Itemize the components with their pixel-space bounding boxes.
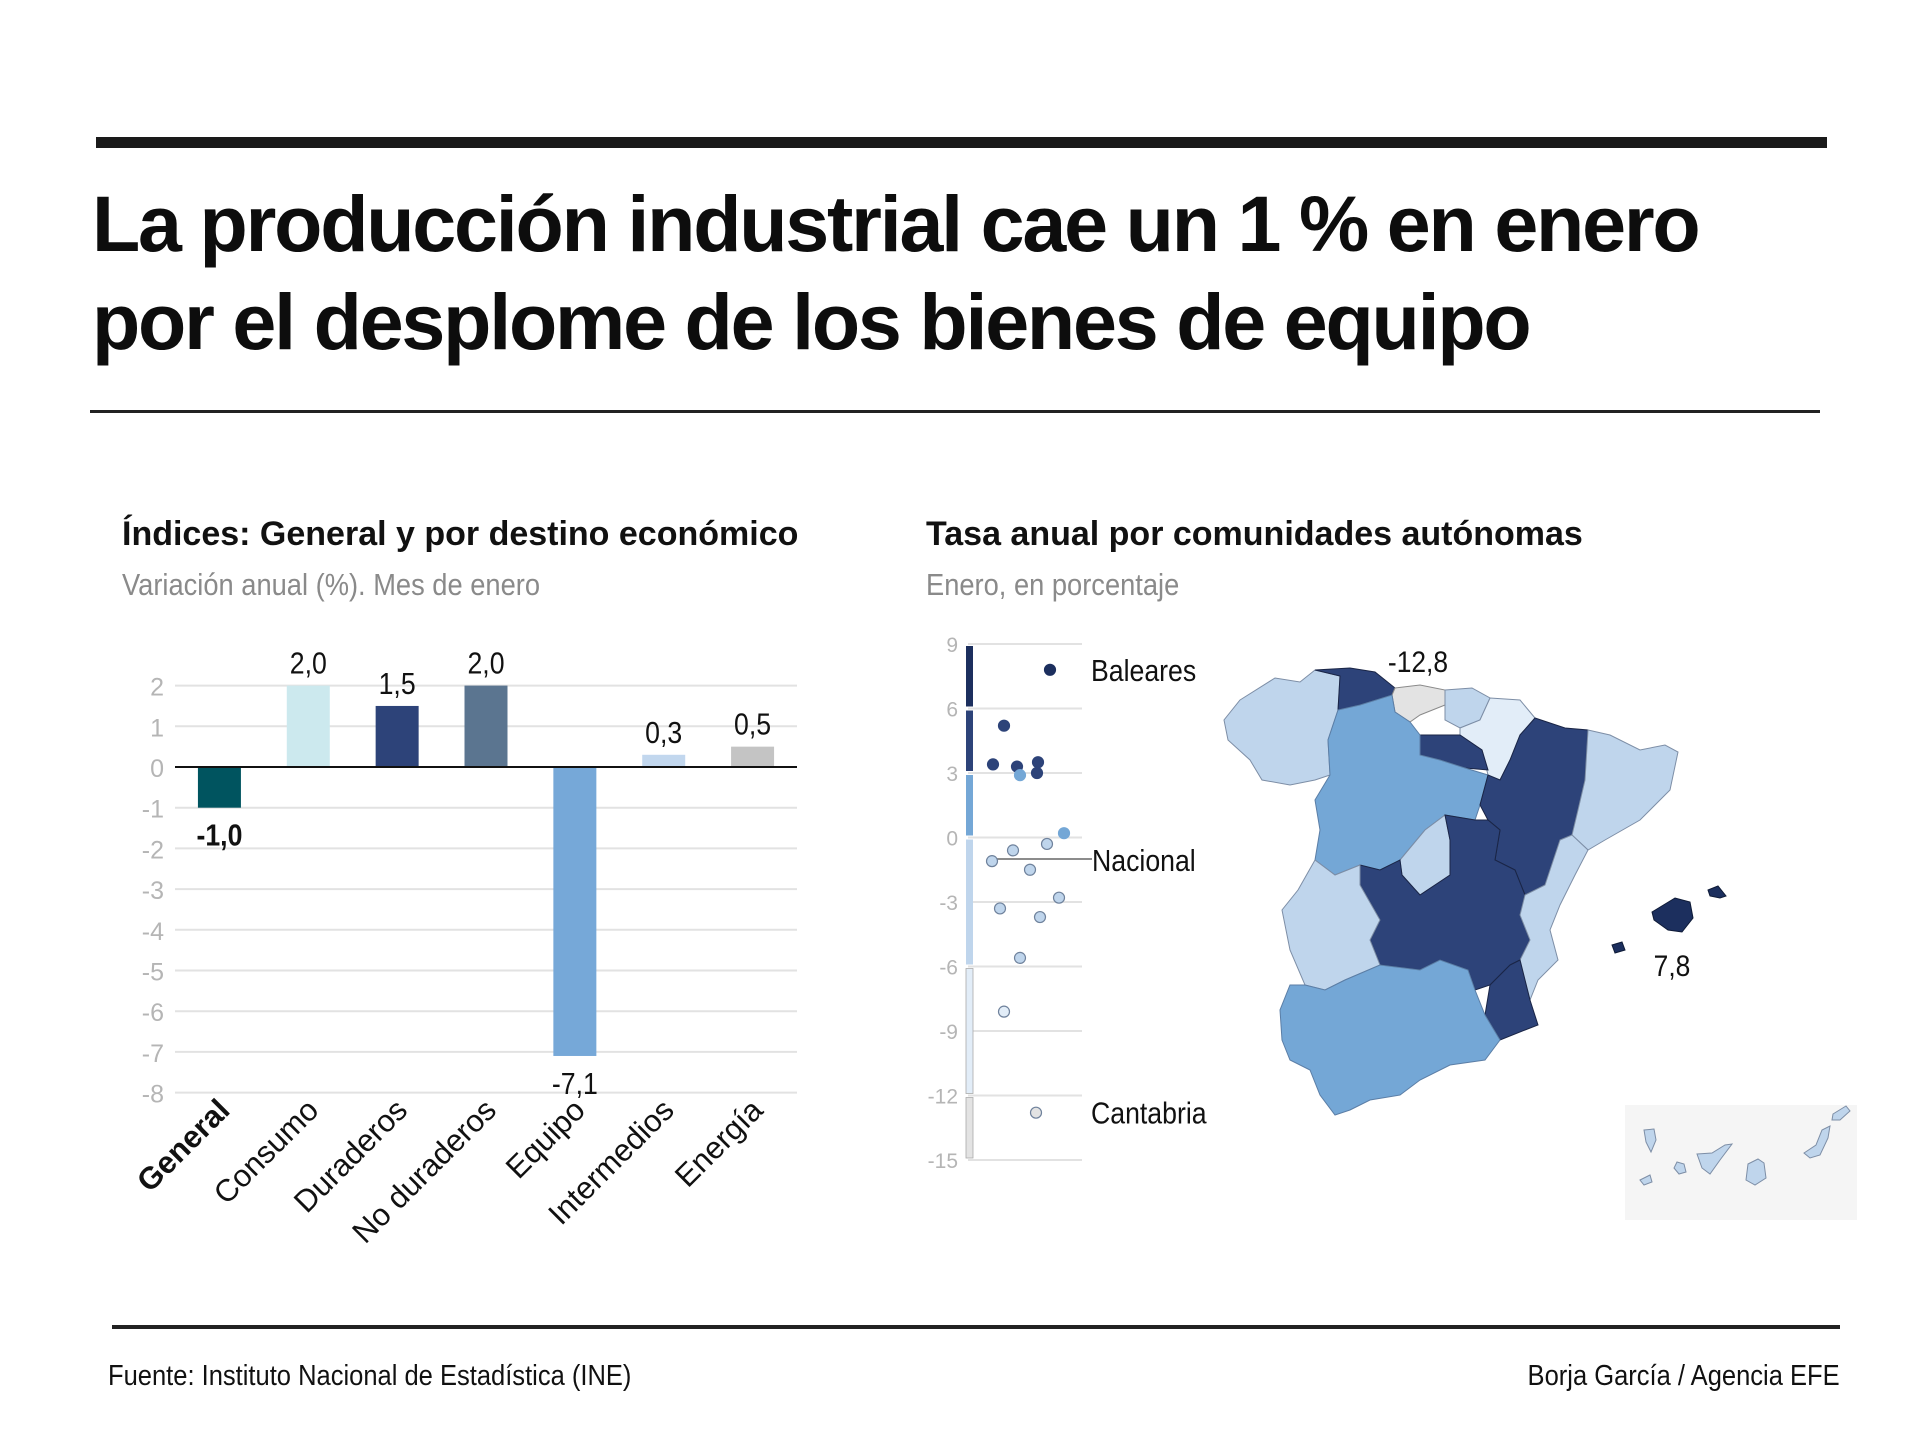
y-tick-label: -7 (142, 1040, 164, 1068)
island-el-hierro (1639, 1174, 1653, 1186)
region-dot (1013, 769, 1027, 782)
region-dot (985, 855, 999, 868)
headline-line-1: La producción industrial cae un 1 % en e… (92, 179, 1701, 268)
bar-energía (731, 746, 775, 767)
bar-value-label: 0,5 (734, 708, 771, 742)
bar-value-label: 2,0 (290, 647, 327, 681)
y-tick-label: -9 (939, 1021, 958, 1044)
spain-choropleth-map: -12,8 7,8 (1223, 644, 1857, 1220)
y-tick-label: -4 (142, 918, 164, 946)
legend-color-band (965, 968, 974, 1094)
headline-divider (90, 410, 1820, 413)
region-dot (993, 902, 1007, 915)
canary-islands-inset (1625, 1105, 1857, 1220)
y-tick-label: -6 (142, 999, 164, 1027)
bar-chart-title: Índices: General y por destino económico (122, 515, 799, 553)
dot-label: Baleares (1091, 654, 1196, 688)
map-title: Tasa anual por comunidades autónomas (926, 515, 1583, 553)
footer-divider (112, 1325, 1840, 1329)
island-tenerife (1696, 1143, 1734, 1175)
dot-label: Cantabria (1091, 1097, 1207, 1131)
bar-value-label: 0,3 (645, 716, 682, 750)
island-fuerteventura (1803, 1125, 1831, 1159)
bar-value-label: 1,5 (379, 667, 416, 701)
island-la-gomera (1673, 1161, 1687, 1175)
island-la-palma (1643, 1128, 1657, 1154)
map-label-baleares: 7,8 (1654, 948, 1691, 982)
region-valencia (1519, 834, 1589, 1002)
reference-line-label: Nacional (1092, 844, 1196, 878)
region-andalucia (1279, 959, 1501, 1116)
region-dot (997, 719, 1011, 732)
bar-duraderos (375, 705, 419, 767)
bar-value-label: -7,1 (552, 1067, 598, 1101)
top-rule (96, 137, 1827, 148)
bar-no-duraderos (464, 685, 508, 767)
legend-color-band (966, 710, 973, 771)
headline-line-2: por el desplome de los bienes de equipo (92, 277, 1532, 366)
y-tick-label: 1 (150, 714, 164, 742)
region-baleares-mallorca (1651, 897, 1694, 933)
map-subtitle: Enero, en porcentaje (926, 567, 1180, 602)
y-tick-label: 2 (150, 674, 164, 702)
legend-color-band (966, 646, 973, 707)
y-tick-label: 9 (946, 634, 958, 657)
legend-color-band (966, 839, 973, 965)
y-tick-label: -5 (142, 959, 164, 987)
y-tick-label: -6 (939, 957, 958, 980)
bar-chart: 210-1-2-3-4-5-6-7-8-1,0General2,0Consumo… (130, 647, 797, 1250)
bar-value-label: -1,0 (196, 819, 242, 853)
footer-credit: Borja García / Agencia EFE (1527, 1360, 1840, 1392)
y-tick-label: 0 (150, 755, 164, 783)
dot-baleares (1043, 663, 1057, 676)
legend-color-band (966, 775, 973, 836)
bar-value-label: 2,0 (467, 647, 504, 681)
y-tick-label: 0 (946, 828, 958, 851)
legend-color-band (965, 1097, 974, 1159)
region-dot (1040, 837, 1054, 851)
bar-chart-subtitle: Variación anual (%). Mes de enero (122, 567, 541, 602)
footer-source: Fuente: Instituto Nacional de Estadístic… (108, 1360, 632, 1392)
map-label-cantabria: -12,8 (1388, 644, 1448, 678)
region-dot (1031, 756, 1045, 769)
y-tick-label: -3 (939, 892, 958, 915)
island-lanzarote (1831, 1105, 1851, 1121)
region-dot (1030, 766, 1044, 780)
y-tick-label: -2 (142, 836, 164, 864)
region-dot (997, 1005, 1011, 1018)
y-tick-label: -15 (928, 1150, 958, 1173)
region-baleares-menorca (1707, 885, 1727, 899)
region-dot (1052, 891, 1066, 904)
y-tick-label: 6 (946, 699, 958, 722)
y-tick-label: -12 (928, 1086, 958, 1109)
region-dot (1013, 951, 1027, 965)
region-baleares-ibiza (1611, 941, 1626, 954)
y-tick-label: -1 (142, 796, 164, 824)
bar-intermedios (642, 754, 686, 767)
bar-consumo (286, 685, 330, 767)
region-dot (1033, 910, 1047, 924)
region-dot-chart: 9 6 3 0 -3 -6 -9 -12 -15 Nacional Baleares Cantabri… (928, 634, 1208, 1173)
region-dot (1023, 863, 1037, 876)
region-galicia (1223, 669, 1341, 786)
region-dot (1057, 827, 1071, 840)
y-tick-label: -3 (142, 877, 164, 905)
region-dot (986, 758, 1000, 771)
region-dot (1006, 844, 1020, 857)
y-tick-label: -8 (142, 1081, 164, 1109)
y-tick-label: 3 (946, 763, 958, 786)
region-cataluna (1571, 729, 1679, 851)
bar-equipo (553, 767, 597, 1056)
bar-general (197, 767, 241, 808)
island-gran-canaria (1745, 1158, 1767, 1186)
dot-cantabria (1029, 1106, 1043, 1119)
